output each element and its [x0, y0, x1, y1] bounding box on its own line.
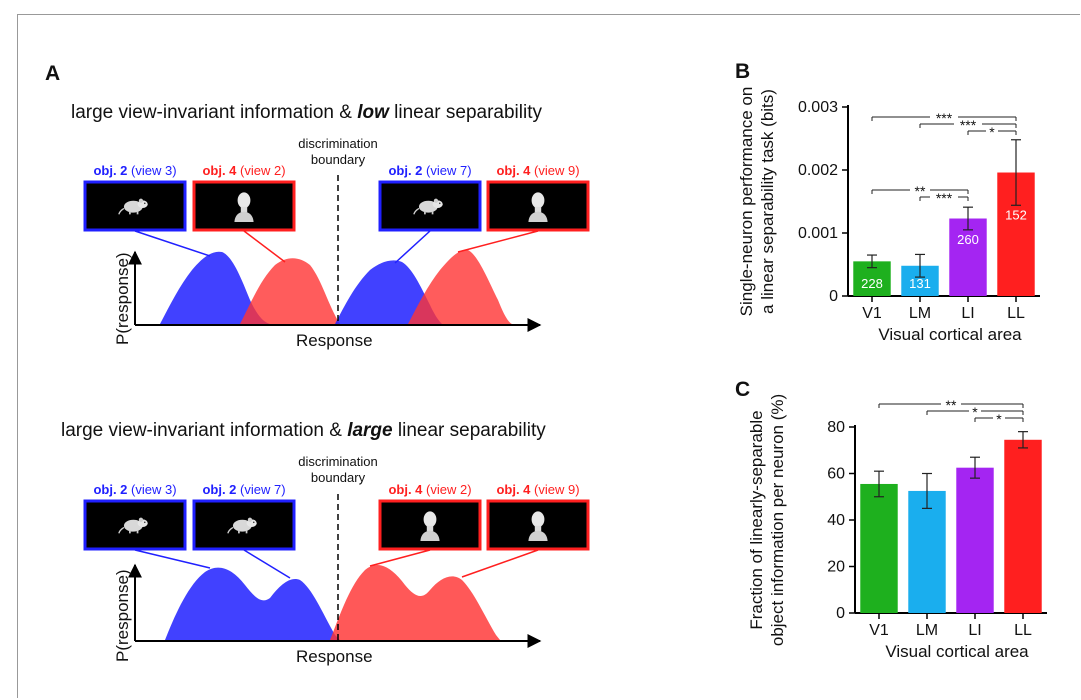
connector-line [394, 230, 431, 264]
connector-line [461, 549, 539, 578]
stimulus-label: obj. 4 (view 9) [496, 482, 579, 497]
bar-count-label: 131 [909, 276, 931, 291]
bar-count-label: 228 [861, 276, 883, 291]
panel-label-c: C [735, 378, 750, 401]
bar-ll [1004, 439, 1042, 613]
top-blue-dist-2 [335, 260, 442, 324]
top-y-axis-label: P(response) [113, 252, 132, 345]
bottom-distributions [165, 565, 500, 640]
stimulus-tile: obj. 4 (view 2) [192, 163, 296, 263]
stimulus-tile: obj. 4 (view 2) [369, 482, 482, 567]
stimulus-label: obj. 2 (view 7) [388, 163, 471, 178]
significance-label: *** [936, 190, 953, 206]
panel-a-bottom-title: large view-invariant information & large… [61, 420, 546, 441]
stimulus-tile: obj. 2 (view 3) [83, 163, 211, 257]
x-tick-label: LL [1007, 305, 1025, 322]
chart-b: B00.0010.0020.003228V1131LM260LI152LL***… [735, 60, 1040, 344]
bar-lm [908, 490, 946, 613]
y-tick-label: 0 [836, 605, 845, 622]
bottom-y-axis-label: P(response) [113, 569, 132, 662]
bottom-red-dist [330, 565, 500, 640]
stimulus-label: obj. 4 (view 2) [388, 482, 471, 497]
top-blue-dist-1 [160, 251, 270, 324]
y-tick-label: 0.001 [798, 225, 838, 242]
significance-bg [930, 111, 958, 121]
top-stimulus-tiles: obj. 2 (view 3) obj. 4 (view 2) obj. 2 (vi… [83, 163, 590, 264]
bottom-x-axis-label: Response [296, 647, 373, 666]
top-boundary-label: discrimination boundary [298, 136, 377, 167]
significance-label: * [972, 404, 978, 420]
significance-bg [941, 398, 961, 408]
significance-label: *** [936, 110, 953, 126]
y-tick-label: 80 [827, 419, 845, 436]
stimulus-tile: obj. 2 (view 3) [83, 482, 211, 569]
y-axis-label: Single-neuron performance on a linear sep… [737, 87, 777, 317]
connector-line [457, 230, 539, 253]
significance-label: * [989, 124, 995, 140]
connector-line [134, 549, 211, 569]
connector-line [243, 230, 286, 263]
stimulus-image [83, 499, 187, 551]
stimulus-label: obj. 2 (view 7) [202, 482, 285, 497]
stimulus-label: obj. 2 (view 3) [93, 482, 176, 497]
stimulus-label: obj. 4 (view 2) [202, 163, 285, 178]
significance-bg [986, 125, 998, 135]
significance-bg [930, 191, 958, 201]
y-tick-label: 0.003 [798, 99, 838, 116]
top-red-dist-2 [408, 249, 512, 324]
bottom-boundary-label: discrimination boundary [298, 454, 377, 485]
y-tick-label: 20 [827, 559, 845, 576]
bottom-stimulus-tiles: obj. 2 (view 3) obj. 2 (view 7) obj. 4 (vi… [83, 482, 590, 579]
bar-li [956, 467, 994, 613]
top-x-axis-label: Response [296, 331, 373, 350]
stimulus-tile: obj. 4 (view 9) [457, 163, 590, 253]
x-axis-label: Visual cortical area [878, 325, 1022, 344]
x-tick-label: LM [916, 622, 938, 639]
significance-label: * [996, 411, 1002, 427]
significance-bg [954, 118, 982, 128]
top-distributions [160, 249, 512, 324]
x-tick-label: V1 [869, 622, 889, 639]
stimulus-label: obj. 2 (view 3) [93, 163, 176, 178]
x-tick-label: V1 [862, 305, 882, 322]
x-tick-label: LM [909, 305, 931, 322]
significance-label: ** [946, 397, 957, 413]
connector-line [243, 549, 291, 579]
y-tick-label: 0.002 [798, 162, 838, 179]
significance-bg [969, 405, 981, 415]
panel-a-top-title: large view-invariant information & low l… [71, 102, 542, 123]
y-tick-label: 40 [827, 512, 845, 529]
significance-bg [910, 184, 930, 194]
top-red-dist-1 [240, 258, 340, 324]
y-tick-label: 60 [827, 466, 845, 483]
bar-count-label: 260 [957, 232, 979, 247]
significance-bg [993, 412, 1005, 422]
significance-label: ** [915, 183, 926, 199]
bar-count-label: 152 [1005, 207, 1027, 222]
x-tick-label: LI [968, 622, 981, 639]
connector-line [369, 549, 431, 567]
panel-label-a: A [45, 62, 60, 85]
connector-line [134, 230, 211, 257]
significance-label: *** [960, 117, 977, 133]
x-tick-label: LI [961, 305, 974, 322]
stimulus-tile: obj. 2 (view 7) [378, 163, 482, 264]
stimulus-tile: obj. 4 (view 9) [461, 482, 590, 578]
bar-li [949, 218, 987, 296]
figure-frame [17, 14, 1080, 698]
x-tick-label: LL [1014, 622, 1032, 639]
x-axis-label: Visual cortical area [885, 642, 1029, 661]
bar-v1 [860, 483, 898, 613]
bottom-blue-dist [165, 567, 340, 640]
stimulus-tile: obj. 2 (view 7) [192, 482, 296, 579]
panel-label-b: B [735, 60, 750, 83]
y-tick-label: 0 [829, 288, 838, 305]
stimulus-label: obj. 4 (view 9) [496, 163, 579, 178]
y-axis-label: Fraction of linearly-separable object inf… [747, 394, 787, 646]
